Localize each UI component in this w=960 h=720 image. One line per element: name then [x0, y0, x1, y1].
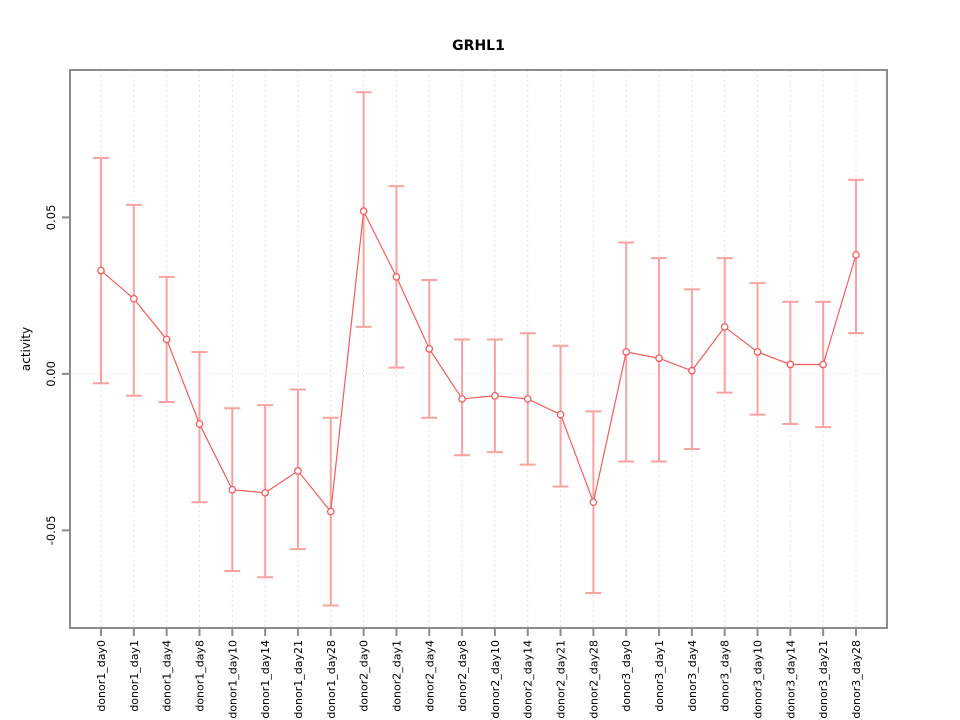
y-axis-label: activity [19, 326, 33, 372]
series-line [100, 209, 857, 514]
x-tick-label: donor2_day8 [456, 640, 469, 712]
x-tick-label: donor1_day1 [128, 640, 141, 712]
x-tick-label: donor1_day28 [325, 640, 338, 719]
x-tick-label: donor1_day10 [226, 640, 239, 719]
x-tick-label: donor1_day8 [193, 640, 206, 712]
x-tick-label: donor2_day28 [587, 640, 600, 719]
data-point [195, 420, 204, 428]
x-tick-label: donor3_day8 [719, 640, 732, 712]
data-point [97, 266, 105, 275]
data-point [261, 488, 269, 497]
data-point [852, 251, 860, 259]
x-tick-label: donor2_day4 [423, 640, 436, 712]
data-point [491, 391, 499, 400]
data-point [425, 344, 434, 353]
data-point [753, 348, 762, 356]
x-tick-label: donor1_day4 [161, 640, 174, 712]
x-tick-label: donor3_day0 [620, 640, 633, 712]
data-point [523, 395, 532, 403]
data-point [326, 507, 335, 516]
data-point [162, 335, 171, 344]
data-point [294, 467, 302, 475]
x-tick-label: donor3_day14 [784, 640, 797, 719]
data-point [786, 360, 795, 369]
x-tick-label: donor1_day14 [259, 640, 272, 719]
data-point [720, 323, 729, 331]
data-point [359, 207, 368, 215]
y-tick-label: 0.05 [44, 205, 58, 231]
data-point [688, 366, 696, 375]
data-point [458, 395, 466, 403]
x-tick-label: donor2_day21 [555, 640, 568, 719]
data-point [556, 410, 565, 419]
data-point [129, 294, 138, 303]
data-point [655, 354, 663, 363]
x-tick-label: donor2_day0 [358, 640, 371, 712]
data-point [392, 273, 401, 281]
x-tick-label: donor1_day0 [95, 640, 108, 712]
x-tick-label: donor2_day10 [489, 640, 502, 719]
data-point [589, 498, 598, 507]
x-tick-label: donor3_day1 [653, 640, 666, 712]
y-tick-label: -0.05 [44, 515, 58, 545]
x-tick-label: donor3_day28 [850, 640, 863, 719]
x-tick-label: donor3_day10 [752, 640, 765, 719]
data-point [622, 348, 631, 356]
plot-border [69, 69, 888, 629]
x-tick-label: donor1_day21 [292, 640, 305, 719]
x-tick-label: donor3_day21 [817, 640, 830, 719]
data-point [819, 360, 828, 369]
x-tick-label: donor2_day1 [390, 640, 403, 712]
data-point [228, 485, 237, 494]
y-tick-label: 0.00 [44, 361, 58, 387]
x-tick-label: donor2_day14 [522, 640, 535, 719]
chart-title: GRHL1 [452, 38, 505, 54]
x-tick-label: donor3_day4 [686, 640, 699, 712]
